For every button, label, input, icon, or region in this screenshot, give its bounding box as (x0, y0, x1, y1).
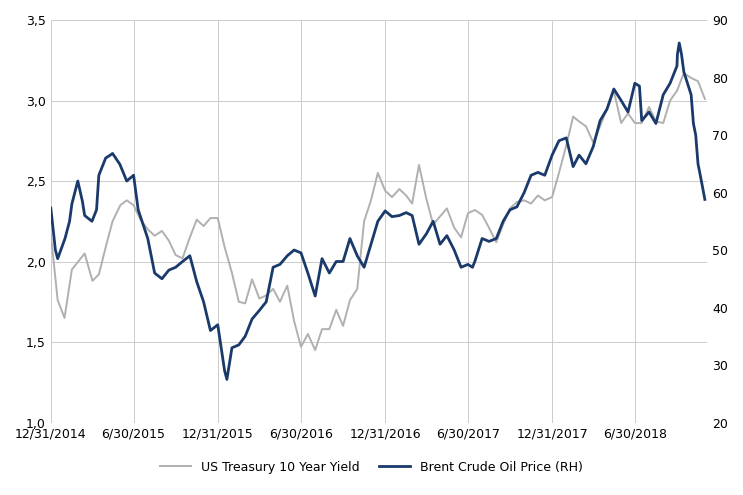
Legend: US Treasury 10 Year Yield, Brent Crude Oil Price (RH): US Treasury 10 Year Yield, Brent Crude O… (155, 456, 588, 479)
